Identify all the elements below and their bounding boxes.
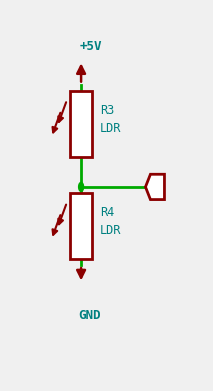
Circle shape bbox=[79, 182, 83, 192]
Bar bbox=[70, 193, 92, 259]
Bar bbox=[70, 91, 92, 157]
Polygon shape bbox=[145, 174, 164, 199]
Text: +5V: +5V bbox=[79, 40, 102, 53]
Text: R3
LDR: R3 LDR bbox=[100, 104, 121, 135]
Text: A0: A0 bbox=[151, 182, 164, 192]
Text: GND: GND bbox=[78, 309, 100, 322]
Text: R4
LDR: R4 LDR bbox=[100, 206, 121, 237]
